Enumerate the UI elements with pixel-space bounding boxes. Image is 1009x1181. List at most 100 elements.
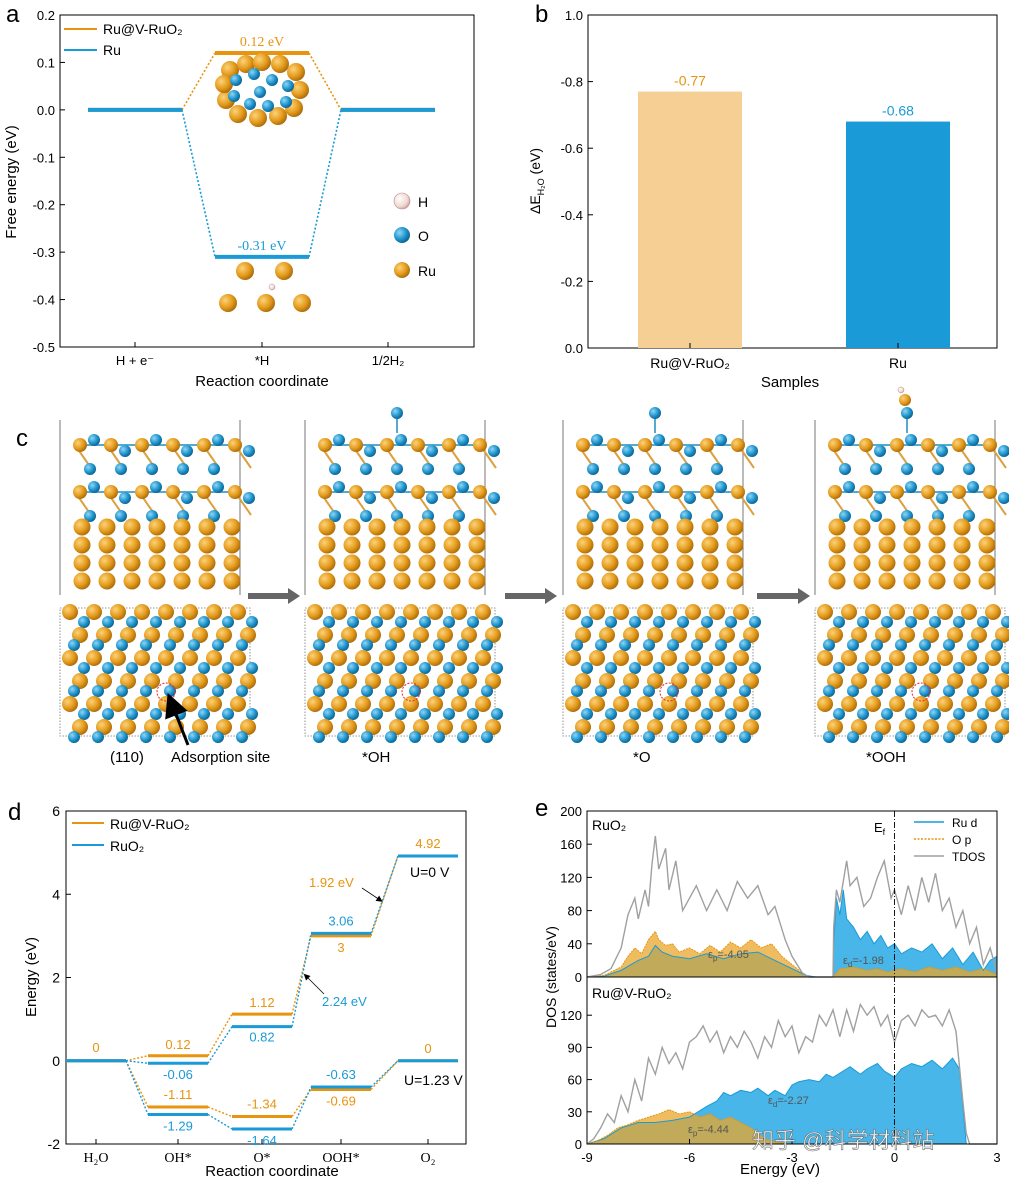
o-atom bbox=[967, 731, 979, 743]
ru-atom bbox=[651, 554, 669, 572]
ru-atom bbox=[875, 719, 891, 735]
caption-110: (110) bbox=[110, 749, 144, 766]
adsorption-pointer bbox=[165, 692, 190, 746]
o-atom bbox=[847, 685, 859, 697]
watermark: 知乎 @科学材料站 bbox=[752, 1128, 934, 1153]
o-atom bbox=[571, 639, 583, 651]
o-atom bbox=[823, 639, 835, 651]
o-atom bbox=[943, 731, 955, 743]
ru-atom bbox=[853, 572, 871, 590]
ru-atom bbox=[985, 650, 1001, 666]
o-atom bbox=[119, 445, 131, 457]
connector-dotted bbox=[207, 1106, 233, 1118]
bar-value-label: -0.68 bbox=[882, 103, 914, 119]
ru-atom bbox=[733, 650, 749, 666]
o-atom bbox=[371, 708, 383, 720]
energy-label: -0.06 bbox=[163, 1067, 193, 1082]
ru-atom bbox=[827, 719, 843, 735]
ru-atom bbox=[899, 673, 915, 689]
process-arrow-head bbox=[798, 588, 810, 604]
ru-atom bbox=[651, 572, 669, 590]
ru-atom bbox=[98, 536, 116, 554]
atom-legend-ru: Ru bbox=[418, 263, 436, 279]
ru-atom bbox=[192, 719, 208, 735]
y-tick-label: -0.4 bbox=[561, 208, 583, 223]
ru-atom bbox=[875, 673, 891, 689]
ru-atom bbox=[623, 719, 639, 735]
o-atom bbox=[715, 481, 727, 493]
ru-atom bbox=[961, 604, 977, 620]
o-atom bbox=[874, 492, 886, 504]
panel-a-y-label: Free energy (eV) bbox=[3, 125, 20, 238]
ru-atom bbox=[355, 604, 371, 620]
o-atom bbox=[605, 616, 617, 628]
ru-atom bbox=[104, 438, 118, 452]
ru-atom bbox=[229, 105, 247, 123]
ru-atom bbox=[923, 719, 939, 735]
ru-atom bbox=[197, 438, 211, 452]
o-atom bbox=[618, 510, 630, 522]
y-tick-label: 0.1 bbox=[37, 55, 55, 70]
ru-atom bbox=[198, 572, 216, 590]
ru-atom bbox=[368, 554, 386, 572]
o-atom bbox=[385, 685, 397, 697]
ru-atom bbox=[148, 572, 166, 590]
ru-atom bbox=[599, 627, 615, 643]
o-atom bbox=[591, 434, 603, 446]
ru-atom bbox=[318, 536, 336, 554]
ru-atom bbox=[923, 673, 939, 689]
ru-atom bbox=[928, 554, 946, 572]
ru-atom bbox=[637, 696, 653, 712]
o-atom bbox=[243, 492, 255, 504]
o-atom bbox=[622, 445, 634, 457]
o-atom bbox=[230, 74, 242, 86]
o-atom bbox=[905, 616, 917, 628]
o-atom bbox=[228, 90, 240, 102]
ru-atom bbox=[365, 673, 381, 689]
panel-label-a: a bbox=[6, 1, 20, 28]
ru-atom bbox=[685, 696, 701, 712]
o-atom bbox=[481, 685, 493, 697]
o-atom bbox=[843, 434, 855, 446]
ru-atom bbox=[318, 572, 336, 590]
y-tick-label: -0.6 bbox=[561, 141, 583, 156]
ru-atom bbox=[73, 554, 91, 572]
panel-b: 1.0-0.8-0.6-0.4-0.20.0 -0.77Ru@V-RuO₂-0.… bbox=[527, 8, 998, 391]
ru-atom bbox=[411, 438, 425, 452]
o-atom bbox=[347, 708, 359, 720]
ru-atom bbox=[676, 572, 694, 590]
ru-atom bbox=[576, 438, 590, 452]
ru-atom bbox=[413, 719, 429, 735]
ru-atom bbox=[953, 518, 971, 536]
o-atom bbox=[188, 685, 200, 697]
o-atom bbox=[953, 616, 965, 628]
ru-atom bbox=[331, 604, 347, 620]
ru-atom bbox=[928, 518, 946, 536]
panel-d: 6 4 2 0 -2 H₂O OH* O* OOH* O₂ Energy (eV) Reacti… bbox=[23, 803, 467, 1180]
ru-atom bbox=[889, 650, 905, 666]
o-atom bbox=[426, 492, 438, 504]
o-p-area bbox=[587, 931, 997, 977]
o-atom bbox=[667, 731, 679, 743]
ru-atom bbox=[355, 696, 371, 712]
annotation-224-arrow bbox=[303, 973, 325, 995]
ru-atom bbox=[134, 696, 150, 712]
ru-atom bbox=[701, 518, 719, 536]
o-atom bbox=[395, 616, 407, 628]
x-tick-label: *H bbox=[255, 353, 269, 368]
ru-atom bbox=[859, 438, 873, 452]
o-atom bbox=[591, 481, 603, 493]
ru-atom bbox=[437, 719, 453, 735]
o-atom bbox=[622, 492, 634, 504]
o-atom bbox=[329, 510, 341, 522]
o-atom bbox=[262, 100, 274, 112]
legend-label-ruv: Ru@V-RuO₂ bbox=[103, 21, 183, 37]
ru-atom bbox=[380, 438, 394, 452]
o-atom bbox=[443, 616, 455, 628]
connector-dotted bbox=[308, 109, 342, 258]
ru-slab-structure bbox=[219, 262, 311, 312]
o-atom bbox=[895, 639, 907, 651]
ru-atom bbox=[851, 627, 867, 643]
o-atom bbox=[691, 685, 703, 697]
ru-atom bbox=[230, 696, 246, 712]
